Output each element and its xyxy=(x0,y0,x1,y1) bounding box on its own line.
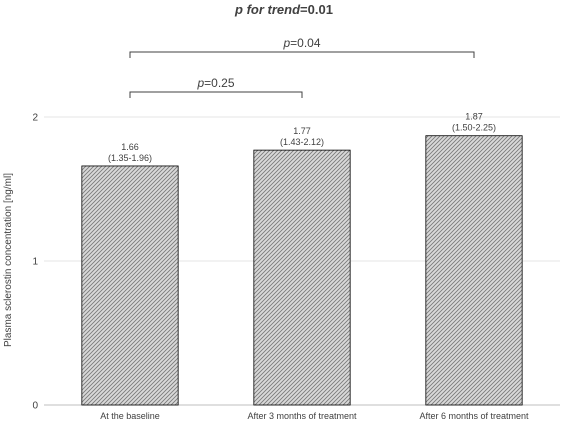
y-tick-label: 2 xyxy=(32,113,38,124)
chart-title: p for trend=0.01 xyxy=(234,2,333,17)
data-label-value: 1.66 xyxy=(121,142,139,152)
comparison-label-value: =0.25 xyxy=(204,76,235,90)
y-axis-label: Plasma sclerostin concentration [ng/ml] xyxy=(3,173,14,347)
data-label-range: (1.43-2.12) xyxy=(280,137,324,147)
chart-title-italic: p for trend xyxy=(234,2,301,17)
comparison-label-value: =0.04 xyxy=(290,36,321,50)
bar xyxy=(253,149,351,406)
data-label-range: (1.50-2.25) xyxy=(452,123,496,133)
x-tick-label: At the baseline xyxy=(100,411,160,421)
comparison-label-p: p xyxy=(282,36,290,50)
comparison-label: p=0.04 xyxy=(282,36,320,50)
x-tick-label: After 3 months of treatment xyxy=(247,411,357,421)
labels-layer: 1.66(1.35-1.96) At the baseline 1.77(1.43-… xyxy=(100,112,529,421)
bar xyxy=(425,135,523,406)
y-tick-label: 1 xyxy=(32,257,38,268)
y-tick-label: 0 xyxy=(32,401,38,412)
comparison-label: p=0.25 xyxy=(196,76,234,90)
chart-title-value: =0.01 xyxy=(300,2,333,17)
data-label-range: (1.35-1.96) xyxy=(108,153,152,163)
data-label-value: 1.87 xyxy=(465,112,483,122)
comparison-label-p: p xyxy=(196,76,204,90)
x-tick-label: After 6 months of treatment xyxy=(419,411,529,421)
brackets-layer: p=0.04p=0.25 xyxy=(129,36,475,98)
bar xyxy=(81,165,179,406)
comparison-bracket xyxy=(129,91,303,98)
bars-layer xyxy=(81,135,523,406)
comparison-bracket xyxy=(129,51,475,58)
data-label-value: 1.77 xyxy=(293,126,311,136)
